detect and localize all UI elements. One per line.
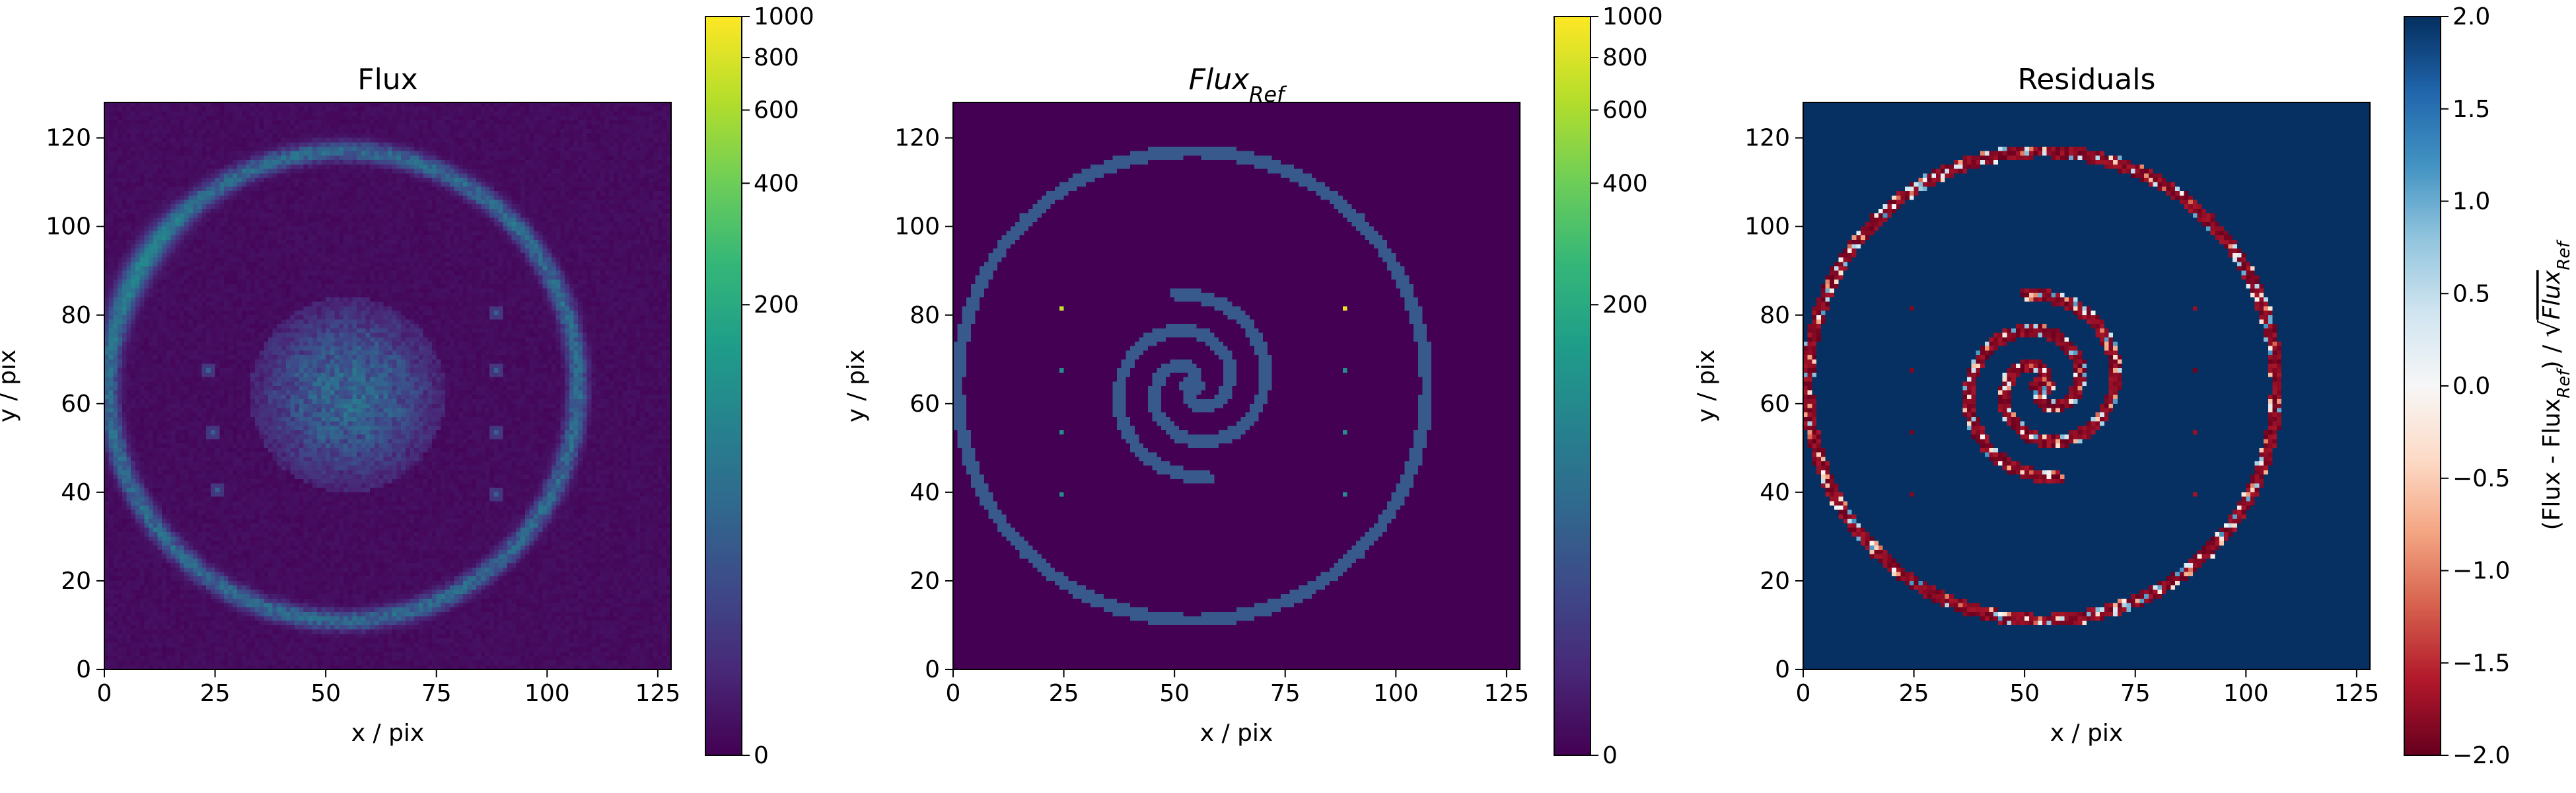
colorbar-tick-label: 800 (1602, 44, 1648, 71)
panel-title: FluxRef (1189, 63, 1287, 107)
panel-title: Residuals (2018, 63, 2156, 96)
y-tick-label: 20 (1760, 568, 1790, 595)
colorbar-tick-label: 400 (1602, 170, 1648, 197)
x-tick-label: 75 (421, 680, 452, 707)
y-tick-label: 60 (910, 391, 940, 418)
x-tick-label: 125 (1484, 680, 1530, 707)
y-tick-label: 100 (46, 213, 91, 241)
colorbar-tick-label: −0.5 (2452, 465, 2510, 492)
panel-3: Residuals 0 25 50 75 100 125 0 20 40 60 80 100 120 x /… (1693, 3, 2574, 769)
y-tick-label: 20 (910, 568, 940, 595)
y-axis-label: y / pix (843, 350, 870, 422)
y-tick-label: 0 (76, 656, 91, 683)
colorbar-tick-label: −1.5 (2452, 650, 2510, 677)
colorbar-tick-label: 600 (754, 97, 799, 124)
x-tick-label: 25 (1899, 680, 1929, 707)
x-tick-label: 100 (2223, 680, 2269, 707)
y-tick-label: 40 (910, 479, 940, 506)
y-tick-label: 0 (925, 656, 940, 683)
colorbar-tick-label: 200 (754, 291, 799, 319)
x-tick-label: 50 (1159, 680, 1190, 707)
heatmap-image (953, 102, 1520, 669)
x-tick-label: 0 (946, 680, 961, 707)
y-tick-label: 0 (1775, 656, 1790, 683)
x-tick-label: 125 (2334, 680, 2380, 707)
y-tick-label: 20 (61, 568, 91, 595)
x-tick-label: 25 (200, 680, 231, 707)
colorbar-frame (1554, 16, 1591, 756)
colorbar-tick-label: 1000 (754, 3, 814, 30)
x-tick-label: 100 (524, 680, 570, 707)
x-axis-label: x / pix (351, 720, 424, 747)
colorbar-tick-label: 600 (1602, 97, 1648, 124)
colorbar-gradient (2404, 17, 2441, 755)
colorbar-tick-label: 1.5 (2452, 96, 2490, 123)
x-tick-label: 125 (635, 680, 681, 707)
y-tick-label: 120 (894, 125, 940, 152)
heatmap-image (1803, 102, 2370, 669)
y-tick-label: 40 (61, 479, 91, 506)
y-tick-label: 60 (1760, 391, 1790, 418)
colorbar-label: (Flux - FluxRef) / √FluxRef (2534, 239, 2574, 531)
panel-1: Flux 0 25 50 75 100 125 0 20 40 60 80 100 120 x / pix y… (0, 3, 814, 769)
y-tick-label: 120 (1744, 125, 1790, 152)
x-tick-label: 0 (97, 680, 112, 707)
panel-title: Flux (357, 63, 417, 96)
x-tick-label: 50 (2009, 680, 2040, 707)
heatmap-image (104, 102, 671, 669)
axes-frame (104, 102, 672, 670)
colorbar-gradient (1554, 17, 1591, 755)
colorbar-tick-label: 0.5 (2452, 280, 2490, 307)
colorbar-tick-label: 2.0 (2452, 3, 2490, 30)
axes-frame (952, 102, 1521, 670)
x-tick-label: 50 (310, 680, 341, 707)
y-tick-label: 80 (61, 302, 91, 329)
colorbar-tick-label: −2.0 (2452, 742, 2510, 769)
colorbar-tick-label: 800 (754, 44, 799, 71)
x-tick-label: 100 (1373, 680, 1419, 707)
colorbar-gradient (705, 17, 742, 755)
y-tick-label: 60 (61, 391, 91, 418)
y-tick-label: 100 (894, 213, 940, 241)
colorbar-tick-label: 0 (1602, 742, 1618, 769)
colorbar-tick-label: −1.0 (2452, 558, 2510, 585)
colorbar-tick-label: 1.0 (2452, 188, 2490, 215)
y-axis-label: y / pix (0, 350, 21, 422)
x-axis-label: x / pix (2050, 720, 2123, 747)
y-tick-label: 80 (910, 302, 940, 329)
colorbar-tick-label: 200 (1602, 291, 1648, 319)
x-tick-label: 75 (2120, 680, 2151, 707)
y-axis-label: y / pix (1693, 350, 1720, 422)
y-tick-label: 100 (1744, 213, 1790, 241)
colorbar-frame (705, 16, 742, 756)
colorbar-tick-label: 0 (754, 742, 769, 769)
colorbar-tick-label: 0.0 (2452, 373, 2490, 400)
x-axis-label: x / pix (1200, 720, 1273, 747)
colorbar-tick-label: 1000 (1602, 3, 1663, 30)
x-tick-label: 75 (1270, 680, 1301, 707)
x-tick-label: 0 (1796, 680, 1811, 707)
colorbar-tick-label: 400 (754, 170, 799, 197)
y-tick-label: 120 (46, 125, 91, 152)
y-tick-label: 80 (1760, 302, 1790, 329)
panel-2: FluxRef 0 25 50 75 100 125 0 20 40 60 80 100 120 x / p… (843, 3, 1663, 769)
x-tick-label: 25 (1049, 680, 1079, 707)
y-tick-label: 40 (1760, 479, 1790, 506)
axes-frame (1803, 102, 2371, 670)
